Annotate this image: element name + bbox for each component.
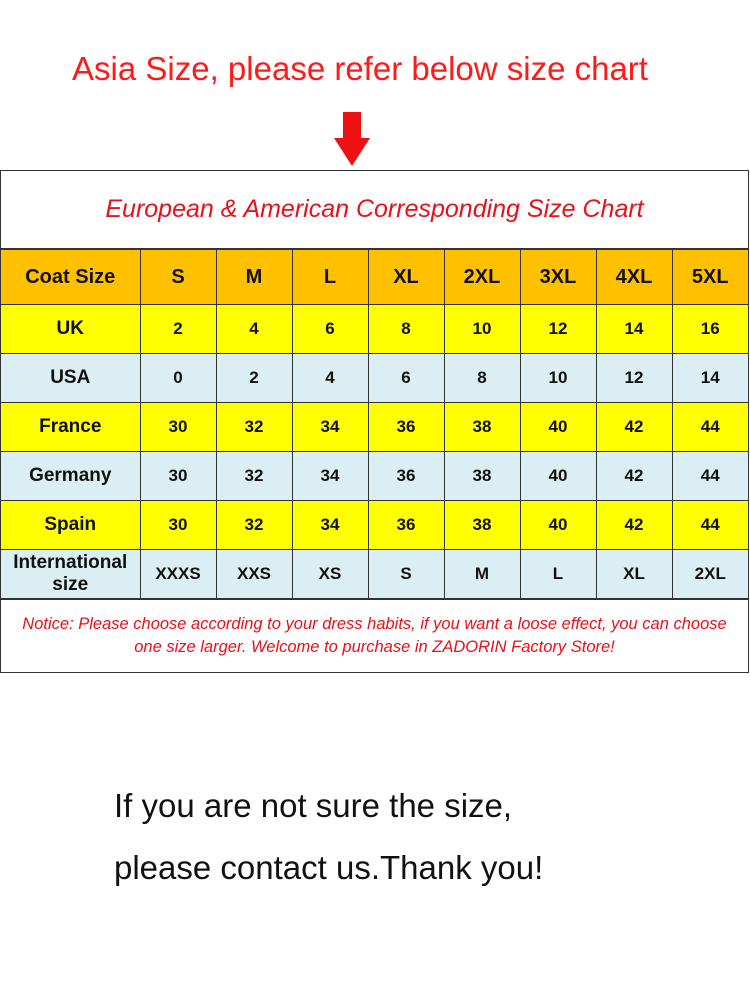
size-chart: European & American Corresponding Size C… — [0, 170, 749, 673]
table-cell: 42 — [595, 500, 673, 550]
table-cell: 14 — [595, 304, 673, 354]
table-row: USA 0 2 4 6 8 10 12 14 — [1, 353, 748, 403]
table-cell: S — [367, 549, 445, 599]
table-cell: 14 — [671, 353, 748, 403]
notice-text: Notice: Please choose according to your … — [1, 599, 748, 672]
contact-line-1: If you are not sure the size, — [114, 787, 513, 824]
table-cell: XS — [291, 549, 369, 599]
table-cell: 38 — [443, 500, 521, 550]
header-size: M — [215, 249, 293, 305]
table-cell: 40 — [519, 451, 597, 501]
table-cell: 12 — [595, 353, 673, 403]
table-row: Spain 30 32 34 36 38 40 42 44 — [1, 500, 748, 550]
header-size: XL — [367, 249, 445, 305]
row-label: France — [1, 402, 141, 452]
table-cell: 10 — [443, 304, 521, 354]
table-cell: 8 — [367, 304, 445, 354]
table-cell: L — [519, 549, 597, 599]
table-cell: M — [443, 549, 521, 599]
down-arrow-icon — [334, 112, 370, 166]
asia-size-heading: Asia Size, please refer below size chart — [72, 50, 648, 87]
table-cell: 2 — [139, 304, 217, 354]
table-cell: 44 — [671, 451, 748, 501]
table-cell: 4 — [291, 353, 369, 403]
row-label: UK — [1, 304, 141, 354]
table-cell: 32 — [215, 402, 293, 452]
row-label: Spain — [1, 500, 141, 550]
size-table: Coat Size S M L XL 2XL 3XL 4XL 5XL UK 2 4 6 8 10 12 14 16… — [1, 249, 748, 599]
table-cell: XXXS — [139, 549, 217, 599]
header-row: Coat Size S M L XL 2XL 3XL 4XL 5XL — [1, 249, 748, 305]
header-size: 5XL — [671, 249, 748, 305]
table-cell: 12 — [519, 304, 597, 354]
table-cell: 34 — [291, 500, 369, 550]
table-row: Germany 30 32 34 36 38 40 42 44 — [1, 451, 748, 501]
table-cell: 0 — [139, 353, 217, 403]
table-cell: 36 — [367, 402, 445, 452]
table-row: UK 2 4 6 8 10 12 14 16 — [1, 304, 748, 354]
table-cell: 10 — [519, 353, 597, 403]
table-cell: 30 — [139, 500, 217, 550]
row-label: Germany — [1, 451, 141, 501]
table-cell: 8 — [443, 353, 521, 403]
row-label: International size — [1, 549, 141, 599]
table-cell: 2 — [215, 353, 293, 403]
table-cell: 42 — [595, 402, 673, 452]
table-row: International size XXXS XXS XS S M L XL 2XL — [1, 549, 748, 599]
table-cell: 34 — [291, 402, 369, 452]
header-size: L — [291, 249, 369, 305]
header-size: 2XL — [443, 249, 521, 305]
table-cell: XL — [595, 549, 673, 599]
table-cell: 36 — [367, 451, 445, 501]
table-cell: 30 — [139, 451, 217, 501]
table-cell: 44 — [671, 402, 748, 452]
table-cell: 6 — [367, 353, 445, 403]
table-cell: 34 — [291, 451, 369, 501]
table-cell: 2XL — [671, 549, 748, 599]
table-cell: 4 — [215, 304, 293, 354]
table-cell: 42 — [595, 451, 673, 501]
table-cell: 40 — [519, 500, 597, 550]
table-row: France 30 32 34 36 38 40 42 44 — [1, 402, 748, 452]
header-size: 4XL — [595, 249, 673, 305]
header-label: Coat Size — [1, 249, 141, 305]
table-cell: 32 — [215, 451, 293, 501]
table-cell: 6 — [291, 304, 369, 354]
row-label: USA — [1, 353, 141, 403]
header-size: 3XL — [519, 249, 597, 305]
table-cell: 30 — [139, 402, 217, 452]
table-cell: 38 — [443, 402, 521, 452]
table-cell: 40 — [519, 402, 597, 452]
header-size: S — [139, 249, 217, 305]
chart-title: European & American Corresponding Size C… — [1, 171, 748, 249]
contact-message: If you are not sure the size, please con… — [114, 775, 543, 899]
table-cell: XXS — [215, 549, 293, 599]
table-cell: 44 — [671, 500, 748, 550]
contact-line-2: please contact us.Thank you! — [114, 849, 544, 886]
table-cell: 36 — [367, 500, 445, 550]
table-cell: 32 — [215, 500, 293, 550]
table-cell: 16 — [671, 304, 748, 354]
table-cell: 38 — [443, 451, 521, 501]
